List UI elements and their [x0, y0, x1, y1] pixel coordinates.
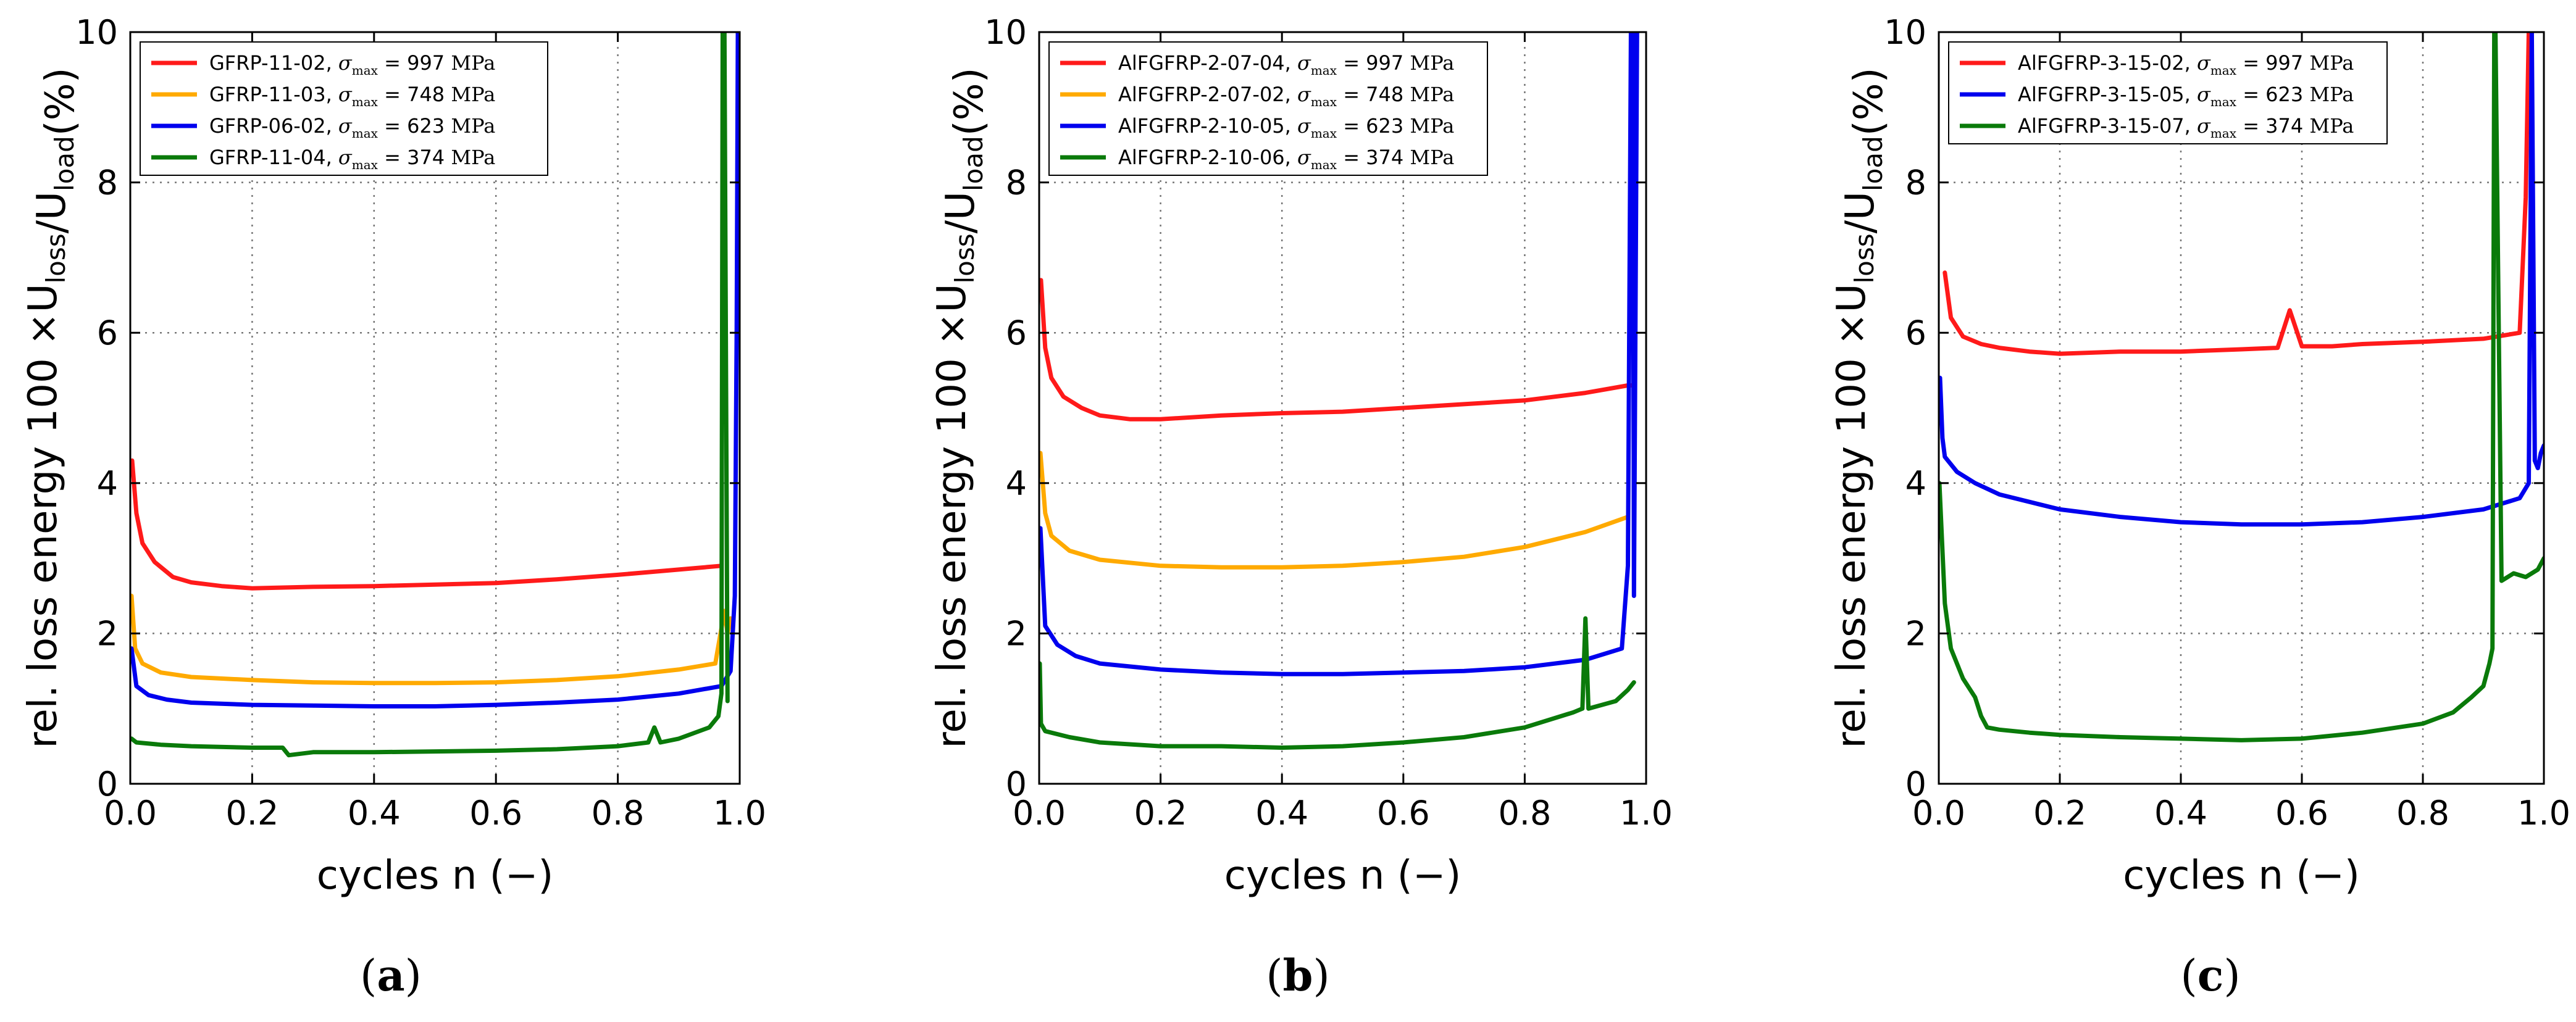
legend-entry: AlFGFRP-2-07-04, σmax = 997 MPa — [1118, 51, 1454, 78]
y-tick-label: 8 — [1006, 164, 1027, 202]
x-axis-label: cycles n (−) — [317, 853, 554, 899]
y-axis-label: rel. loss energy 100 ×Uloss/Uload(%) — [20, 67, 83, 748]
series-line-AlFGFRP-2-10-06 — [1039, 616, 1636, 750]
y-tick-label: 8 — [1905, 164, 1926, 202]
x-tick-label: 0.4 — [348, 794, 401, 833]
series-group — [130, 32, 740, 758]
y-tick-label: 0 — [97, 765, 118, 804]
series-line-AlFGFRP-2-07-04 — [1039, 278, 1636, 422]
x-axis-label: cycles n (−) — [1224, 853, 1462, 899]
legend-entry: AlFGFRP-3-15-02, σmax = 997 MPa — [2018, 51, 2354, 78]
x-tick-label: 1.0 — [2517, 794, 2570, 833]
x-tick-label: 0.8 — [592, 794, 645, 833]
series-line-GFRP-11-04 — [130, 32, 730, 758]
chart-panel-c: 0.0 0.2 0.4 0.6 0.8 1.0 0 2 4 6 8 10 cycles n (−) rel… — [1829, 13, 2570, 1001]
x-tick-label: 0.2 — [225, 794, 278, 833]
x-tick-label: 0.8 — [2396, 794, 2449, 833]
y-tick-label: 10 — [75, 13, 118, 52]
legend-box — [1948, 41, 2388, 144]
plot-frame — [129, 31, 741, 785]
y-tick-label: 10 — [1884, 13, 1926, 52]
legend-entry: AlFGFRP-2-10-05, σmax = 623 MPa — [1118, 114, 1454, 141]
series-line-AlFGFRP-3-15-02 — [1942, 32, 2531, 356]
x-axis-label: cycles n (−) — [2123, 853, 2360, 899]
x-tick-label: 0.6 — [1377, 794, 1430, 833]
series-line-AlFGFRP-2-10-05 — [1039, 32, 1639, 676]
legend-entry: GFRP-06-02, σmax = 623 MPa — [209, 114, 495, 141]
series-line-AlFGFRP-3-15-07 — [1939, 32, 2544, 742]
x-tick-label: 1.0 — [1620, 794, 1673, 833]
x-tick-label: 0.0 — [104, 794, 157, 833]
x-tick-label: 0.0 — [1912, 794, 1965, 833]
panel-label: (b) — [1266, 950, 1330, 1001]
grid — [1939, 32, 2544, 784]
x-tick-label: 0.6 — [469, 794, 522, 833]
y-tick-label: 4 — [1006, 464, 1027, 503]
y-tick-label: 2 — [1006, 614, 1027, 653]
series-line-GFRP-11-03 — [130, 594, 733, 686]
y-tick-label: 0 — [1006, 765, 1027, 804]
series-line-GFRP-11-02 — [130, 458, 724, 591]
legend-box — [140, 41, 548, 176]
x-tick-label: 0.8 — [1498, 794, 1551, 833]
legend-entry: GFRP-11-04, σmax = 374 MPa — [209, 146, 495, 172]
series-group — [1039, 32, 1639, 750]
legend-entry: AlFGFRP-2-10-06, σmax = 374 MPa — [1118, 146, 1454, 172]
y-tick-label: 0 — [1905, 765, 1926, 804]
x-tick-label: 0.4 — [1255, 794, 1308, 833]
y-tick-label: 8 — [97, 164, 118, 202]
legend-entry: AlFGFRP-2-07-02, σmax = 748 MPa — [1118, 83, 1454, 109]
series-group — [1939, 32, 2544, 742]
x-tick-label: 0.0 — [1013, 794, 1066, 833]
plot-frame — [1938, 31, 2545, 785]
y-tick-label: 4 — [1905, 464, 1926, 503]
x-tick-label: 0.6 — [2275, 794, 2328, 833]
x-tick-label: 0.2 — [2033, 794, 2086, 833]
legend-entry: GFRP-11-03, σmax = 748 MPa — [209, 83, 495, 109]
x-tick-label: 1.0 — [713, 794, 766, 833]
y-tick-label: 10 — [984, 13, 1027, 52]
series-line-GFRP-06-02 — [130, 32, 740, 708]
chart-panel-a: 0.0 0.2 0.4 0.6 0.8 1.0 0 2 4 6 8 10 cycles n (−) rel… — [20, 13, 766, 1001]
series-line-AlFGFRP-2-07-02 — [1039, 451, 1630, 570]
y-axis-label: rel. loss energy 100 ×Uloss/Uload(%) — [1829, 67, 1892, 748]
legend-entry: AlFGFRP-3-15-05, σmax = 623 MPa — [2018, 83, 2354, 109]
y-axis-label: rel. loss energy 100 ×Uloss/Uload(%) — [929, 67, 992, 748]
y-tick-label: 2 — [97, 614, 118, 653]
panel-label: (a) — [360, 950, 422, 1001]
y-tick-label: 6 — [97, 314, 118, 352]
series-line-AlFGFRP-3-15-05 — [1939, 32, 2544, 527]
x-tick-label: 0.4 — [2154, 794, 2207, 833]
plot-frame — [1038, 31, 1647, 785]
chart-panel-b: 0.0 0.2 0.4 0.6 0.8 1.0 0 2 4 6 8 10 cycles n (−) rel… — [929, 13, 1673, 1001]
legend-entry: AlFGFRP-3-15-07, σmax = 374 MPa — [2018, 114, 2354, 141]
panel-label: (c) — [2180, 950, 2240, 1001]
y-tick-label: 6 — [1905, 314, 1926, 352]
y-tick-label: 2 — [1905, 614, 1926, 653]
grid — [130, 32, 740, 784]
y-tick-label: 4 — [97, 464, 118, 503]
x-tick-label: 0.2 — [1134, 794, 1187, 833]
legend-entry: GFRP-11-02, σmax = 997 MPa — [209, 51, 495, 78]
y-tick-label: 6 — [1006, 314, 1027, 352]
legend-box — [1048, 41, 1488, 176]
